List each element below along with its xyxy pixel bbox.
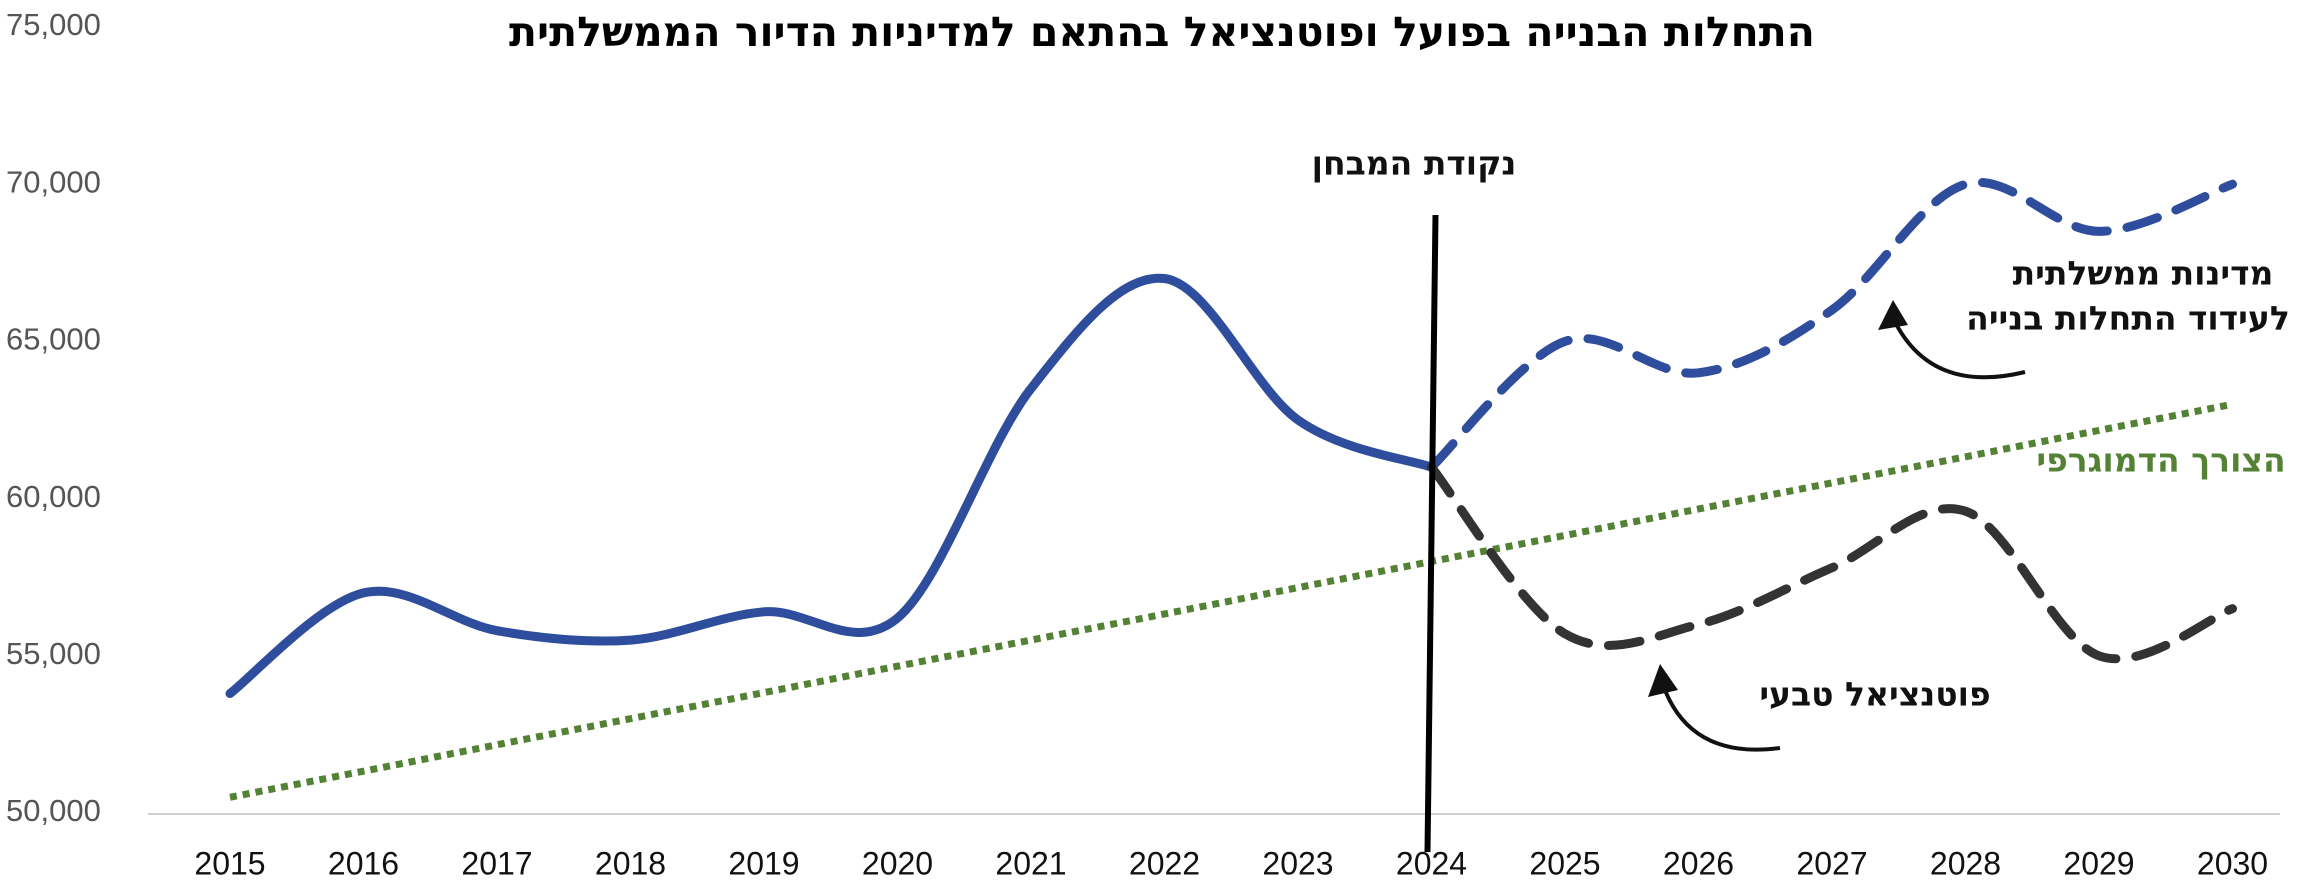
annotation: פוטנציאל טבעי [1759,675,1990,714]
series-line [1427,177,2237,472]
annotation: נקודת המבחן [1312,144,1517,183]
x-tick-label: 2027 [1796,845,1867,881]
arrow-head [1878,300,1908,330]
y-tick-label: 65,000 [6,322,101,357]
x-tick-label: 2017 [461,845,532,881]
series-line [225,273,1436,699]
x-tick-label: 2025 [1529,845,1600,881]
x-tick-label: 2021 [995,845,1066,881]
series-line [229,400,2234,801]
y-tick-label: 55,000 [6,636,101,671]
x-tick-label: 2022 [1129,845,1200,881]
x-tick-label: 2015 [194,845,265,881]
x-tick-label: 2024 [1396,845,1467,881]
annotation: הצורך הדמוגרפי [2036,441,2285,480]
y-tick-label: 75,000 [6,7,101,42]
x-tick-label: 2029 [2063,845,2134,881]
x-tick-label: 2018 [595,845,666,881]
y-tick-label: 60,000 [6,479,101,514]
arrow [1891,317,2026,380]
x-tick-label: 2030 [2197,845,2268,881]
y-tick-label: 50,000 [6,793,101,828]
x-tick-label: 2028 [1930,845,2001,881]
x-tick-label: 2026 [1663,845,1734,881]
x-tick-label: 2016 [328,845,399,881]
arrow-head [1648,664,1678,697]
test-point-line [1424,214,1439,853]
arrow [1661,684,1781,752]
annotation: מדינות ממשלתית [2013,254,2274,293]
x-tick-label: 2019 [728,845,799,881]
annotation: לעידוד התחלות בנייה [1966,299,2290,338]
x-tick-label: 2023 [1262,845,1333,881]
chart-title: התחלות הבנייה בפועל ופוטנציאל בהתאם למדי… [509,8,1815,56]
y-tick-label: 70,000 [6,164,101,199]
series-line [1427,462,2237,664]
x-tick-label: 2020 [862,845,933,881]
